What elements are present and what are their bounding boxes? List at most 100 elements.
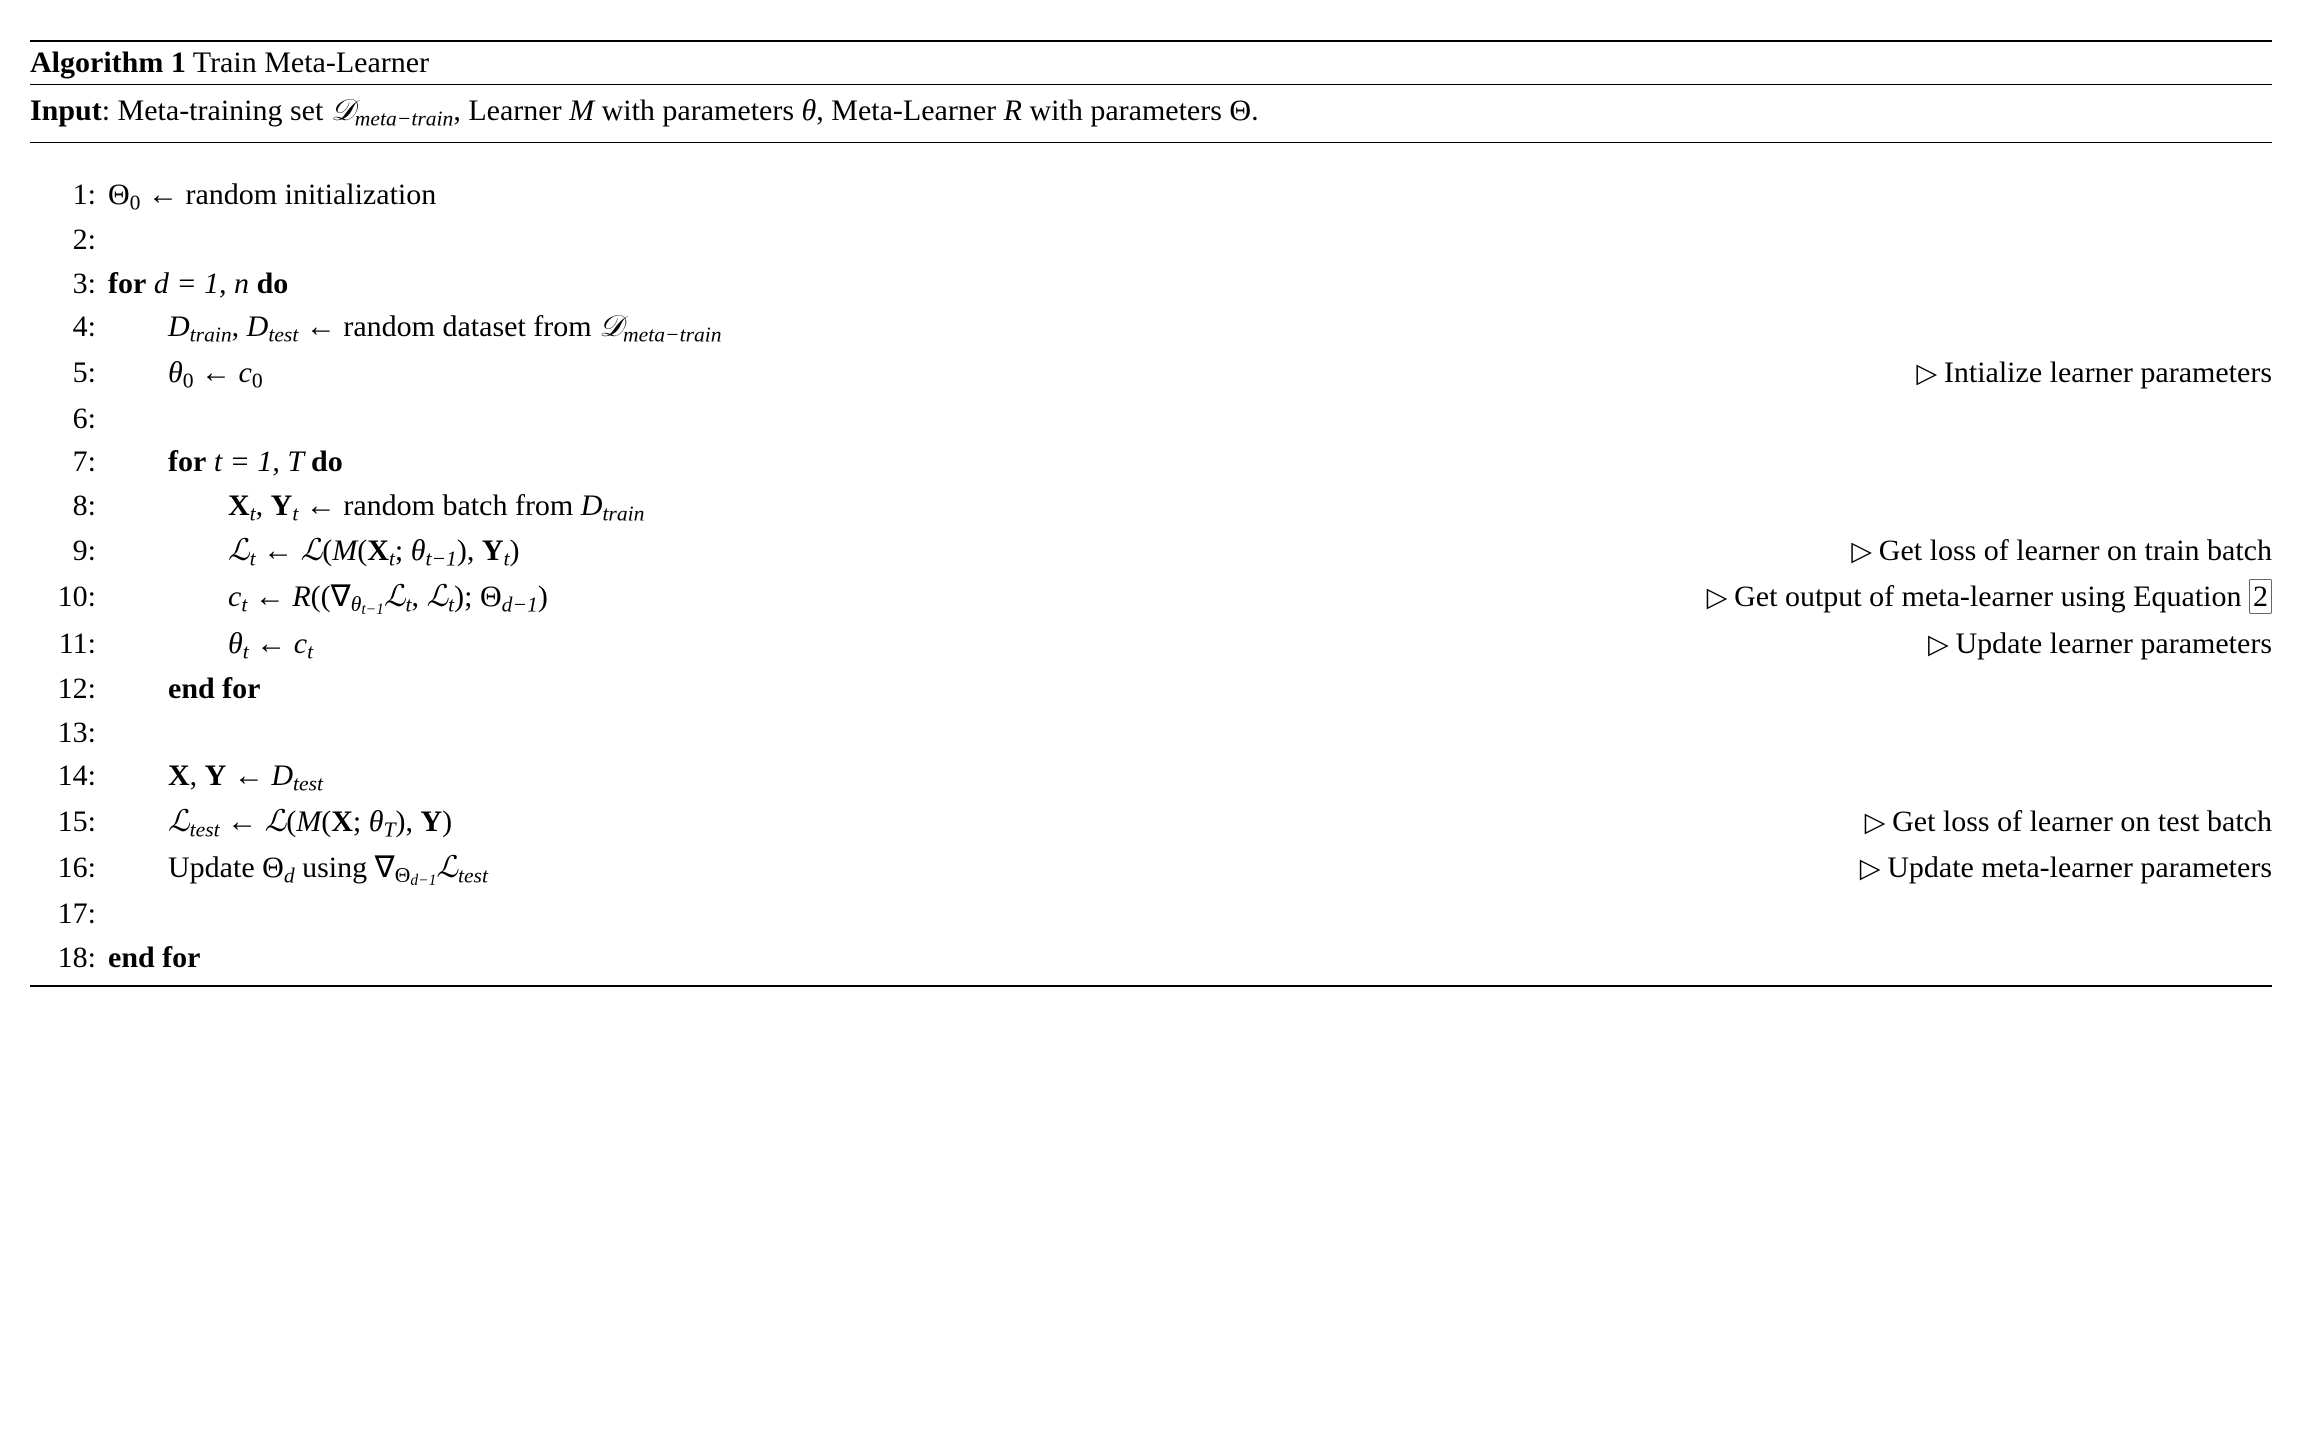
algo-line: 17: — [30, 892, 2272, 936]
l5-theta: θ — [168, 356, 183, 389]
l15-M: M — [296, 805, 321, 838]
line-number: 3: — [30, 262, 108, 306]
input-text-4: , Meta-Learner — [816, 94, 1003, 127]
algo-line: 16: Update Θd using ∇Θd−1ℒtest ▷ Update … — [30, 846, 2272, 893]
l5-comment: Intialize learner parameters — [1944, 356, 2272, 389]
l10-grad: ∇ — [331, 580, 351, 613]
l15-X: X — [331, 805, 353, 838]
l9-X: X — [367, 534, 389, 567]
line-number: 11: — [30, 622, 108, 666]
l10-c: c — [228, 580, 241, 613]
input-text-1: : Meta-training set — [102, 94, 331, 127]
l14-Y: Y — [205, 759, 227, 792]
algo-line: 3: for d = 1, n do — [30, 262, 2272, 306]
algo-line: 10: ct ← R((∇θt−1ℒt, ℒt); Θd−1) ▷ Get ou… — [30, 575, 2272, 622]
algo-line: 4: Dtrain, Dtest ← random dataset from 𝒟… — [30, 305, 2272, 351]
kw-endfor: end for — [108, 941, 201, 974]
line-number: 5: — [30, 351, 108, 395]
kw-do: do — [311, 445, 343, 478]
l9-close: ) — [510, 534, 520, 567]
line-number: 12: — [30, 667, 108, 711]
l8-X: X — [228, 489, 250, 522]
algo-line: 1: Θ0 ← random initialization — [30, 173, 2272, 219]
comment-marker: ▷ — [1707, 582, 1735, 612]
algo-line: 15: ℒtest ← ℒ(M(X; θT), Y) ▷ Get loss of… — [30, 800, 2272, 846]
l1-rest: ← random initialization — [140, 178, 436, 211]
algo-line: 18: end for — [30, 936, 2272, 980]
l9-open: ( — [322, 534, 332, 567]
l14-D: D — [271, 759, 293, 792]
l10-comment-a: Get output of meta-learner using Equatio… — [1734, 580, 2249, 613]
line-number: 14: — [30, 754, 108, 798]
algo-line: 9: ℒt ← ℒ(M(Xt; θt−1), Yt) ▷ Get loss of… — [30, 529, 2272, 575]
l4-D2-sub: test — [268, 323, 298, 347]
l4-D1-sub: train — [190, 323, 232, 347]
kw-do: do — [257, 267, 289, 300]
l10-R: R — [292, 580, 310, 613]
line-number: 17: — [30, 892, 108, 936]
line-number: 4: — [30, 305, 108, 349]
line-number: 18: — [30, 936, 108, 980]
l8-comma: , — [256, 489, 271, 522]
input-label: Input — [30, 94, 102, 127]
l4-D1: D — [168, 310, 190, 343]
algo-line: 7: for t = 1, T do — [30, 440, 2272, 484]
l10-close2: ) — [538, 580, 548, 613]
l10-grad-sub-theta: θ — [351, 592, 362, 616]
l9-open2: ( — [357, 534, 367, 567]
l16-L: ℒ — [436, 851, 458, 884]
input-meta-learner-R: R — [1004, 94, 1022, 127]
l10-comma: , — [412, 580, 427, 613]
l8-D-sub: train — [602, 501, 644, 525]
line-number: 8: — [30, 484, 108, 528]
l16-L-sub: test — [458, 863, 488, 887]
l1-Theta: Θ — [108, 178, 130, 211]
l5-c: c — [239, 356, 252, 389]
l16-using: using — [295, 851, 375, 884]
line-number: 1: — [30, 173, 108, 217]
l4-D2: D — [247, 310, 269, 343]
algorithm-input-row: Input: Meta-training set 𝒟meta−train, Le… — [30, 85, 2272, 143]
l15-open2: ( — [321, 805, 331, 838]
l9-Y: Y — [482, 534, 504, 567]
l15-close: ) — [442, 805, 452, 838]
line-number: 9: — [30, 529, 108, 573]
comment-marker: ▷ — [1928, 629, 1956, 659]
l16-grad-sub-Theta: Θ — [395, 863, 411, 887]
l11-c-sub: t — [307, 639, 313, 663]
line-number: 16: — [30, 846, 108, 890]
comment-marker: ▷ — [1860, 853, 1888, 883]
input-text-6: . — [1251, 94, 1259, 127]
l15-theta: θ — [369, 805, 384, 838]
l1-Theta-sub: 0 — [130, 190, 141, 214]
l11-theta: θ — [228, 627, 243, 660]
l4-arrow: ← random dataset from — [298, 310, 599, 343]
l9-L: ℒ — [228, 534, 250, 567]
algorithm-block: Algorithm 1 Train Meta-Learner Input: Me… — [30, 40, 2272, 987]
l14-X: X — [168, 759, 190, 792]
l8-Y: Y — [271, 489, 293, 522]
l15-L: ℒ — [168, 805, 190, 838]
l16-comment: Update meta-learner parameters — [1887, 851, 2272, 884]
l7-range: t = 1, T — [206, 445, 311, 478]
line-number: 15: — [30, 800, 108, 844]
l14-comma: , — [190, 759, 205, 792]
algo-line: 14: X, Y ← Dtest — [30, 754, 2272, 800]
l15-Y: Y — [421, 805, 443, 838]
algorithm-name: Train Meta-Learner — [193, 46, 429, 79]
input-meta-set-subscript: meta−train — [355, 106, 454, 130]
l3-range: d = 1, n — [146, 267, 256, 300]
kw-for: for — [108, 267, 146, 300]
l10-arrow: ← — [247, 580, 292, 613]
l11-arrow: ← — [249, 627, 294, 660]
algo-line: 6: — [30, 397, 2272, 441]
l16-grad-sub-d: d−1 — [410, 872, 436, 889]
l9-theta-sub: t−1 — [425, 547, 456, 571]
equation-ref[interactable]: 2 — [2249, 579, 2272, 614]
comment-marker: ▷ — [1851, 536, 1879, 566]
l15-semi: ; — [353, 805, 369, 838]
l9-semi: ; — [395, 534, 411, 567]
l16-Theta: Θ — [262, 851, 284, 884]
algo-line: 2: — [30, 218, 2272, 262]
l14-D-sub: test — [293, 772, 323, 796]
